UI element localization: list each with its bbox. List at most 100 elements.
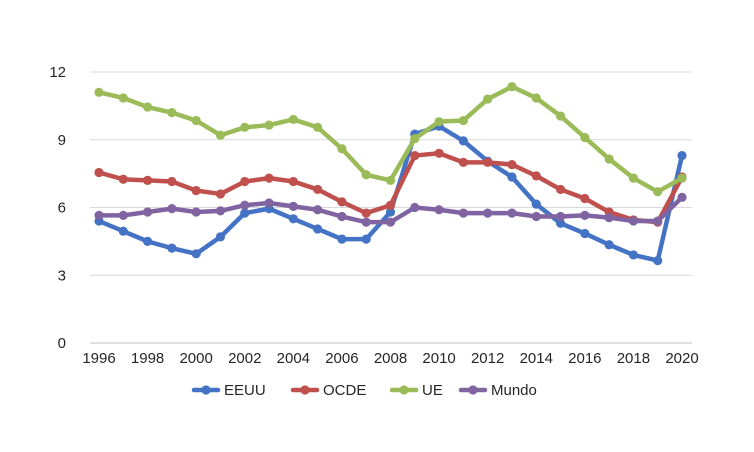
data-point — [191, 207, 201, 217]
x-tick-label: 2000 — [179, 350, 212, 367]
data-point — [385, 217, 396, 227]
data-point — [142, 207, 153, 217]
data-point — [410, 134, 420, 144]
data-point — [458, 157, 468, 167]
data-point — [507, 159, 517, 170]
data-point — [191, 249, 201, 259]
data-point — [142, 175, 153, 185]
data-point — [604, 213, 614, 223]
x-tick-label: 1998 — [131, 350, 164, 367]
data-point — [677, 150, 687, 161]
data-point — [410, 202, 420, 213]
data-point — [555, 218, 566, 228]
data-point — [288, 176, 298, 187]
data-point — [142, 236, 153, 246]
data-point — [118, 93, 128, 103]
data-point — [94, 210, 104, 221]
data-point — [167, 108, 177, 118]
data-point — [677, 173, 687, 183]
data-point — [215, 206, 226, 216]
data-point — [361, 217, 371, 227]
x-tick-label: 2020 — [665, 350, 698, 367]
legend-swatch-marker — [300, 385, 310, 395]
x-tick-label: 2004 — [277, 350, 310, 367]
data-point — [677, 192, 687, 202]
data-point — [531, 199, 541, 209]
data-point — [458, 208, 468, 218]
data-point — [361, 208, 371, 218]
legend-label: OCDE — [323, 382, 366, 399]
data-point — [580, 228, 590, 239]
data-point — [628, 173, 639, 183]
x-tick-label: 2002 — [228, 350, 261, 367]
data-point — [555, 184, 566, 195]
data-point — [240, 122, 250, 132]
data-point — [604, 154, 614, 164]
data-point — [215, 130, 226, 140]
data-point — [507, 82, 517, 92]
data-point — [604, 240, 614, 250]
data-point — [313, 184, 323, 195]
x-tick-label: 2006 — [325, 350, 358, 367]
series-layer — [94, 82, 687, 266]
y-tick-label: 6 — [58, 200, 66, 217]
data-point — [264, 120, 274, 130]
data-point — [167, 204, 177, 214]
y-tick-label: 3 — [58, 267, 66, 284]
x-tick-label: 2012 — [471, 350, 504, 367]
legend-swatch-marker — [201, 385, 211, 395]
legend-item-ocde: OCDE — [290, 382, 366, 399]
data-point — [628, 250, 639, 260]
data-point — [653, 187, 663, 197]
x-tick-label: 2010 — [422, 350, 455, 367]
x-tick-label: 2008 — [374, 350, 407, 367]
data-point — [288, 214, 298, 224]
data-point — [531, 211, 541, 222]
series-ue — [94, 82, 687, 197]
legend-swatch-marker — [399, 385, 409, 395]
x-tick-label: 2018 — [617, 350, 650, 367]
data-point — [410, 150, 420, 161]
data-point — [555, 211, 566, 222]
series-eeuu — [94, 121, 687, 266]
data-point — [385, 175, 396, 185]
data-point — [531, 93, 541, 103]
data-point — [531, 171, 541, 181]
data-point — [94, 167, 104, 178]
data-point — [240, 200, 250, 210]
data-point — [191, 185, 201, 196]
data-point — [361, 234, 371, 244]
x-tick-label: 1996 — [82, 350, 115, 367]
data-point — [458, 136, 468, 146]
data-point — [507, 172, 517, 182]
data-point — [337, 211, 347, 222]
legend-label: EEUU — [224, 382, 266, 399]
data-point — [483, 157, 493, 167]
legend-label: Mundo — [491, 382, 537, 399]
legend-label: UE — [422, 382, 443, 399]
data-point — [434, 148, 444, 158]
data-point — [580, 210, 590, 221]
x-axis: 1996 1998 2000 2002 2004 2006 2008 2010 2012 2014… — [82, 350, 698, 367]
data-point — [167, 243, 177, 253]
data-point — [507, 208, 517, 218]
legend-swatch-marker — [468, 385, 478, 395]
data-point — [240, 208, 250, 218]
series-mundo — [94, 192, 687, 227]
data-point — [288, 114, 298, 125]
data-point — [264, 198, 274, 208]
data-point — [167, 176, 177, 187]
data-point — [118, 174, 128, 184]
x-tick-label: 2016 — [568, 350, 601, 367]
data-point — [434, 117, 444, 127]
data-point — [118, 210, 128, 221]
data-point — [653, 255, 663, 266]
legend-item-ue: UE — [389, 382, 443, 399]
data-point — [580, 193, 590, 204]
legend-item-eeuu: EEUU — [191, 382, 266, 399]
data-point — [94, 87, 104, 97]
y-axis: 0 3 6 9 12 — [49, 64, 66, 352]
data-point — [337, 197, 347, 207]
data-point — [555, 111, 566, 121]
data-point — [458, 115, 468, 126]
